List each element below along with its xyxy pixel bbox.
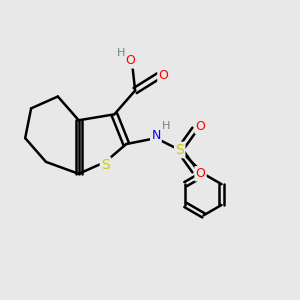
Text: O: O bbox=[158, 69, 168, 82]
Text: O: O bbox=[196, 120, 206, 133]
Text: H: H bbox=[117, 47, 125, 58]
Text: N: N bbox=[151, 129, 160, 142]
Text: H: H bbox=[162, 121, 170, 131]
Text: O: O bbox=[126, 54, 136, 67]
Text: O: O bbox=[196, 167, 206, 180]
Text: S: S bbox=[175, 143, 184, 157]
Text: S: S bbox=[101, 158, 110, 172]
